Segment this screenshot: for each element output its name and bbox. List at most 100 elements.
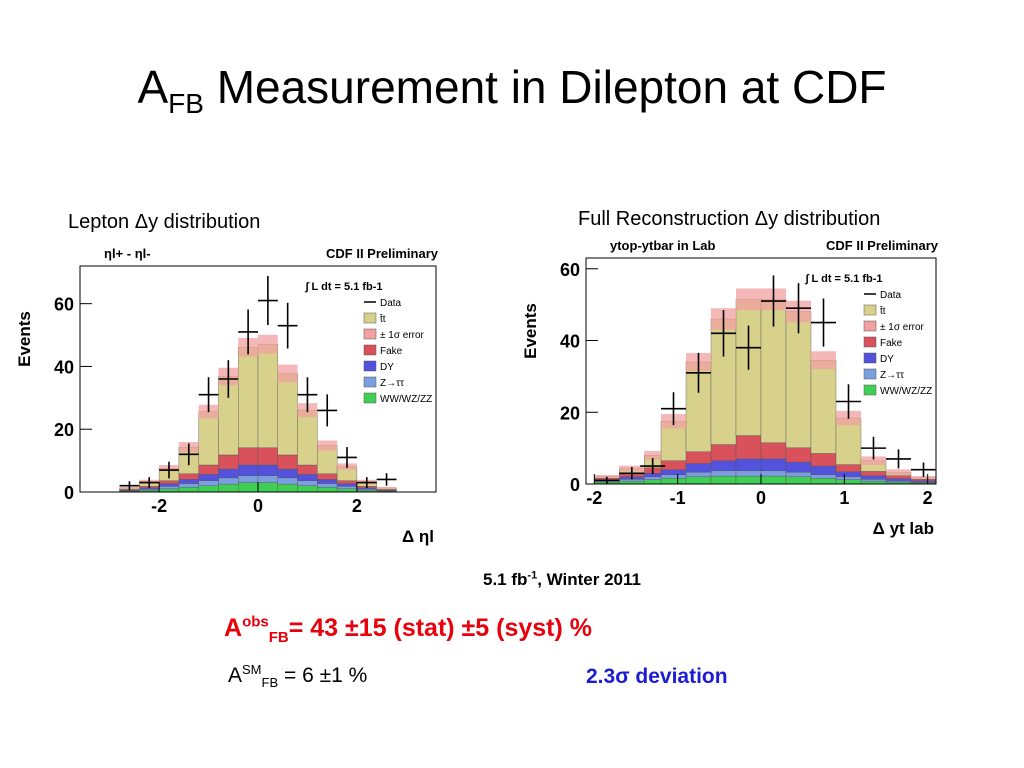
bar-diboson — [178, 487, 199, 493]
legend-swatch-error — [863, 320, 877, 332]
bar-ttbar — [198, 411, 219, 466]
afb-standard-model: ASMFB = 6 ±1 % — [228, 662, 368, 691]
bar-dy — [178, 479, 199, 484]
bar-diboson — [735, 475, 762, 485]
chart-header-left: ytop-ytbar in Lab — [610, 238, 716, 253]
luminosity-note: 5.1 fb-1, Winter 2011 — [483, 569, 641, 589]
x-tick-label: 2 — [923, 488, 933, 508]
legend-swatch-dy — [863, 352, 877, 364]
bar-ztautau — [735, 470, 762, 477]
x-tick-label: 2 — [352, 496, 362, 516]
legend-label: Data — [380, 298, 402, 309]
bar-ttbar — [257, 343, 278, 448]
left-chart-caption: Lepton Δy distribution — [68, 211, 261, 233]
error-band — [376, 486, 397, 489]
chart-header-right: CDF II Preliminary — [326, 246, 439, 261]
legend-swatch-error — [363, 328, 377, 340]
x-tick-label: -2 — [586, 488, 602, 508]
bar-ztautau — [198, 480, 219, 486]
bar-dy — [760, 458, 787, 471]
bar-ztautau — [238, 475, 259, 483]
bar-dy — [238, 464, 259, 476]
legend-swatch-fake — [363, 344, 377, 356]
bar-diboson — [785, 476, 812, 485]
bar-dy — [810, 465, 837, 475]
bar-ttbar — [277, 373, 298, 456]
bar-dy — [336, 483, 358, 487]
legend-swatch-diboson — [863, 384, 877, 396]
legend-swatch-ztautau — [863, 368, 877, 380]
bar-ttbar — [810, 360, 837, 454]
y-tick-label: 20 — [54, 420, 74, 440]
bar-diboson — [835, 479, 862, 485]
bar-fake — [685, 451, 712, 464]
bar-dy — [277, 468, 298, 479]
right-chart-caption: Full Reconstruction Δy distribution — [578, 208, 881, 230]
bar-ttbar — [835, 417, 862, 465]
error-band — [277, 364, 298, 383]
bar-ztautau — [835, 476, 862, 480]
bar-dy — [910, 480, 937, 483]
x-axis-label: Δ yt lab — [873, 519, 934, 538]
page-title: AFB Measurement in Dilepton at CDF — [137, 61, 887, 119]
bar-ztautau — [810, 474, 837, 479]
legend-label: ± 1σ error — [880, 322, 925, 333]
bar-ztautau — [277, 477, 298, 485]
error-band — [594, 475, 620, 478]
bar-fake — [238, 447, 259, 466]
legend-label: Z→ττ — [380, 378, 404, 389]
bar-ztautau — [297, 480, 318, 486]
bar-fake — [710, 444, 737, 461]
error-band — [811, 351, 836, 370]
bar-ztautau — [660, 474, 687, 479]
error-band — [258, 334, 278, 354]
bar-ztautau — [317, 483, 338, 488]
bar-dy — [835, 471, 862, 478]
lepton-dy-chart: 0 20 40 60 -2 0 2 Events Δ ηl ηl+ - ηl- CDF II Pre… — [15, 246, 439, 546]
y-tick-label: 60 — [560, 260, 580, 280]
bar-fake — [860, 471, 887, 476]
x-tick-label: -1 — [670, 488, 686, 508]
bar-diboson — [198, 485, 219, 493]
bar-diboson — [257, 482, 278, 493]
bar-diboson — [297, 485, 318, 493]
error-band — [644, 450, 661, 460]
bar-fake — [336, 480, 358, 485]
bar-dy — [317, 479, 338, 484]
bar-ttbar — [785, 311, 812, 448]
bar-ztautau — [619, 479, 645, 482]
y-tick-label: 0 — [570, 475, 580, 495]
legend-label: DY — [380, 362, 394, 373]
legend-swatch-ttbar — [363, 312, 377, 324]
error-band — [736, 288, 761, 311]
bar-dy — [685, 463, 712, 473]
y-tick-label: 20 — [560, 403, 580, 423]
legend-label: ± 1σ error — [380, 330, 425, 341]
bar-fake — [885, 475, 912, 479]
legend-label: Fake — [380, 346, 403, 357]
bar-diboson — [660, 478, 687, 485]
y-tick-label: 40 — [560, 332, 580, 352]
bar-dy — [735, 458, 762, 471]
bar-dy — [257, 464, 278, 476]
y-axis-label: Events — [521, 303, 540, 359]
bar-ztautau — [710, 470, 737, 477]
bar-fake — [810, 453, 837, 467]
bar-dy — [297, 474, 318, 481]
y-tick-label: 60 — [54, 295, 74, 315]
bar-ztautau — [336, 486, 358, 490]
bar-ztautau — [860, 479, 887, 482]
legend-swatch-fake — [863, 336, 877, 348]
bar-fake — [735, 435, 762, 460]
x-tick-label: -2 — [151, 496, 167, 516]
bar-ttbar — [297, 409, 318, 466]
bar-ztautau — [760, 470, 787, 477]
legend-label: Z→ττ — [880, 370, 904, 381]
bar-fake — [158, 480, 180, 485]
bar-fake — [277, 454, 298, 470]
error-band — [911, 476, 936, 479]
bar-fake — [178, 473, 199, 480]
bar-diboson — [277, 483, 298, 493]
bar-dy — [785, 461, 812, 473]
luminosity-label: ∫ L dt = 5.1 fb-1 — [804, 273, 882, 285]
